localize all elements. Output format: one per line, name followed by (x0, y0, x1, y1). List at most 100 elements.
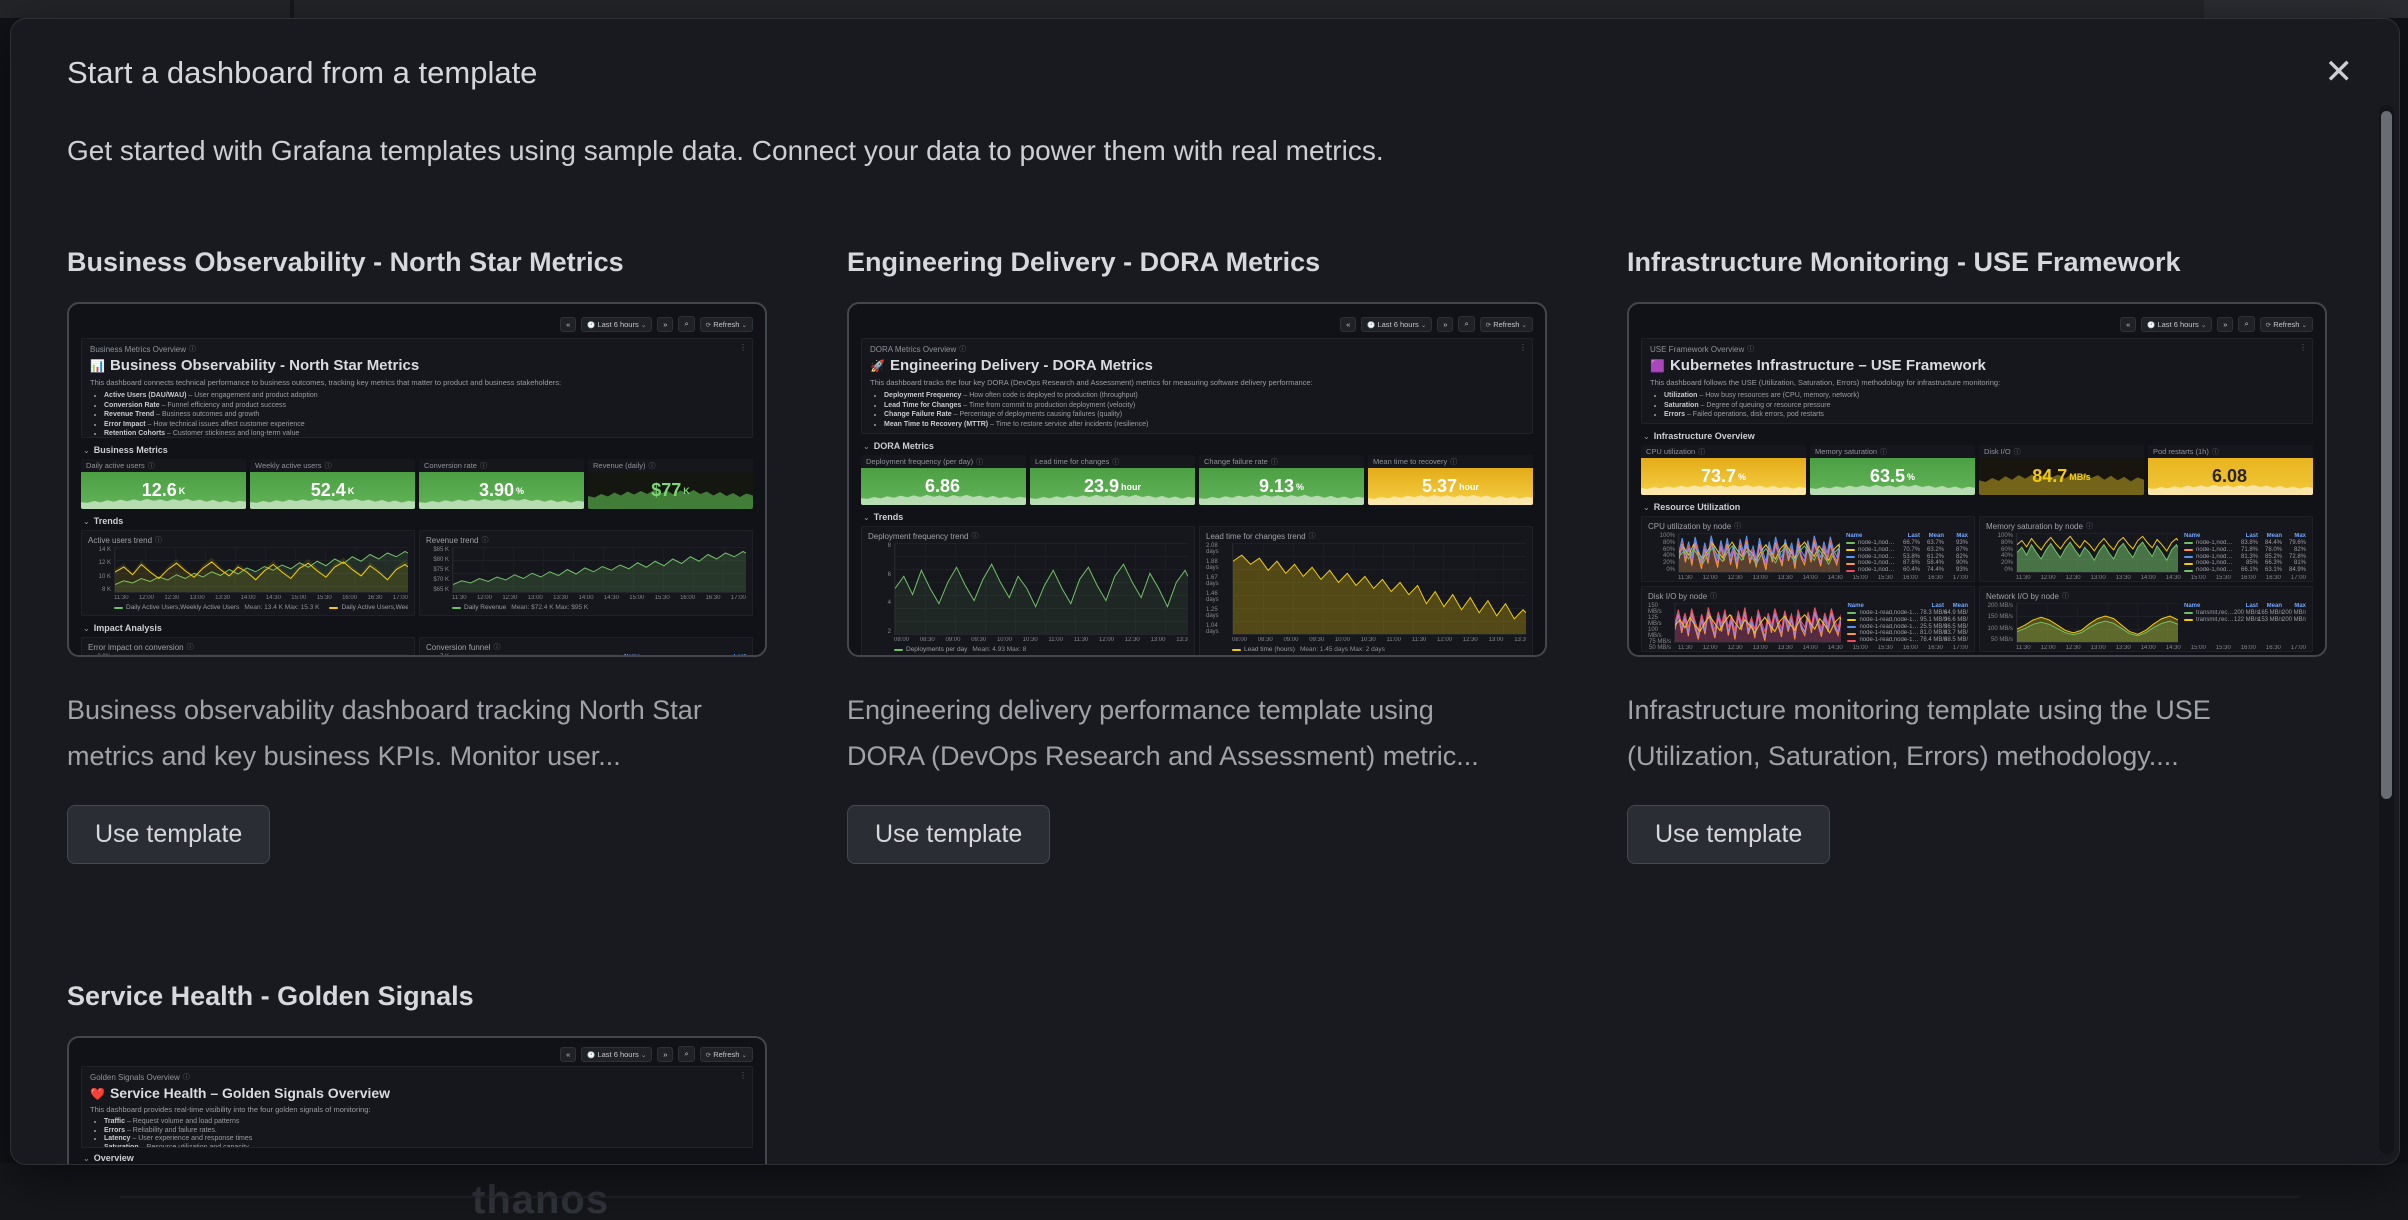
mini-section-header: ⌄ Infrastructure Overview (1643, 431, 1755, 441)
line-chart (1679, 535, 1840, 572)
info-icon: ⓘ (1710, 593, 1718, 600)
list-item: Saturation – Degree of queuing or resour… (1664, 401, 2304, 411)
card-thumbnail: « 🕐 Last 6 hours ⌄ » ⌕ ⟳ Refresh ⌄ DORA … (847, 302, 1547, 657)
mini-overview-panel: USE Framework Overview ⓘ ⋮ 🟪 Kubernetes Inf… (1641, 338, 2313, 424)
close-icon[interactable]: ✕ (2324, 53, 2354, 91)
list-item: Retention Cohorts – Customer stickiness … (104, 429, 744, 437)
line-chart (453, 654, 618, 657)
mini-dashboard-heading: ❤️ Service Health – Golden Signals Overvi… (90, 1085, 391, 1101)
stat-panel: Daily active users ⓘ 12.6 K (81, 459, 246, 509)
mini-panel-title: Business Metrics Overview (90, 344, 187, 354)
caret-down-icon: ⌄ (1420, 321, 1427, 329)
mini-zoom-in-button: » (1437, 316, 1454, 332)
mini-toolbar: « 🕐 Last 6 hours ⌄ » ⌕ ⟳ Refresh ⌄ (81, 314, 753, 334)
mini-section-header: ⌄ Trends (863, 512, 904, 522)
mini-toolbar: « 🕐 Last 6 hours ⌄ » ⌕ ⟳ Refresh ⌄ (81, 1046, 753, 1062)
info-icon: ⓘ (493, 644, 501, 651)
refresh-icon: ⟳ (705, 1051, 712, 1059)
caret-down-icon: ⌄ (741, 321, 747, 329)
mini-refresh-button: ⟳ Refresh ⌄ (2259, 316, 2313, 332)
line-chart (115, 550, 408, 592)
info-icon: ⓘ (324, 462, 332, 470)
background-divider (290, 0, 294, 18)
list-item: Traffic – Request volume and load patter… (104, 1118, 744, 1127)
mini-toolbar: « 🕐 Last 6 hours ⌄ » ⌕ ⟳ Refresh ⌄ (861, 314, 1533, 334)
info-icon: ⓘ (1308, 533, 1316, 540)
info-icon: ⓘ (1450, 458, 1458, 466)
info-icon: ⓘ (186, 644, 194, 651)
mini-section-header: ⌄ Business Metrics (83, 445, 168, 455)
info-icon: ⓘ (976, 458, 984, 466)
use-template-button[interactable]: Use template (1627, 805, 1831, 864)
mini-bullet-list: Traffic – Request volume and load patter… (90, 1118, 744, 1148)
template-row-2: Service Health - Golden Signals « 🕐 Last… (67, 981, 767, 1164)
mini-chart-row: CPU utilization by node ⓘ 100% 80% 60% 40% 20… (1641, 516, 2313, 582)
card-title: Engineering Delivery - DORA Metrics (847, 247, 1321, 277)
mini-zoom-in-button: » (2217, 316, 2234, 332)
stat-panel: Pod restarts (1h) ⓘ 6.08 (2148, 445, 2313, 495)
kebab-icon: ⋮ (2299, 343, 2307, 352)
mini-zoom-out-button: « (2120, 316, 2137, 332)
list-item: Saturation – Resource utilization and ca… (104, 1144, 744, 1148)
mini-time-range-button: 🕐 Last 6 hours ⌄ (581, 316, 653, 332)
mini-panel-title: DORA Metrics Overview (870, 344, 957, 354)
heart-emoji-icon: ❤️ (90, 1087, 105, 1101)
chevron-down-icon: ⌄ (83, 623, 90, 633)
scrollbar-thumb[interactable] (2381, 111, 2392, 799)
list-item: Deployment Frequency – How often code is… (884, 391, 1524, 401)
list-item: Errors – Failed operations, disk errors,… (1664, 410, 2304, 420)
background-line (120, 1196, 2300, 1198)
mini-bullet-list: Deployment Frequency – How often code is… (870, 391, 1524, 429)
line-chart (2017, 535, 2178, 572)
modal-title: Start a dashboard from a template (67, 55, 538, 90)
line-chart (895, 563, 1188, 634)
use-template-button[interactable]: Use template (67, 805, 271, 864)
clock-icon: 🕐 (1367, 321, 1376, 329)
info-icon: ⓘ (189, 346, 197, 353)
list-item: Error Impact – How technical issues affe… (104, 420, 744, 430)
template-card-engineering-delivery: Engineering Delivery - DORA Metrics « 🕐 … (847, 247, 1547, 864)
magnifier-icon: ⌕ (1458, 316, 1475, 332)
card-title: Service Health - Golden Signals (67, 981, 474, 1011)
modal-subtitle: Get started with Grafana templates using… (67, 135, 1384, 166)
clock-icon: 🕐 (2147, 321, 2156, 329)
mini-section-header: ⌄ Trends (83, 516, 124, 526)
chevron-down-icon: ⌄ (1643, 431, 1650, 441)
info-icon: ⓘ (481, 537, 489, 544)
caret-down-icon: ⌄ (2200, 321, 2207, 329)
template-modal: Start a dashboard from a template ✕ Get … (10, 18, 2400, 1165)
mini-chart-disk-io-by-node: Disk I/O by node ⓘ 150 MB/s 125 MB/s 100 MB… (1641, 586, 1975, 652)
mini-stat-row: Daily active users ⓘ 12.6 K Weekly active … (81, 459, 753, 509)
info-icon: ⓘ (1698, 448, 1706, 456)
kubernetes-emoji-icon: 🟪 (1650, 359, 1665, 373)
rocket-emoji-icon: 🚀 (870, 359, 885, 373)
mini-dashboard-heading: 🟪 Kubernetes Infrastructure – USE Framewo… (1650, 357, 1986, 374)
mini-time-range-button: 🕐 Last 6 hours ⌄ (581, 1046, 653, 1062)
mini-dashboard-heading: 🚀 Engineering Delivery - DORA Metrics (870, 357, 1153, 374)
list-item: Conversion Rate – Funnel efficiency and … (104, 401, 744, 411)
list-item: Mean Time to Recovery (MTTR) – Time to r… (884, 420, 1524, 430)
background-page-top (0, 0, 2408, 18)
mini-panel-title: USE Framework Overview (1650, 344, 1745, 354)
chevron-down-icon: ⌄ (83, 1153, 90, 1163)
line-chart (1675, 607, 1842, 642)
use-template-button[interactable]: Use template (847, 805, 1051, 864)
mini-refresh-button: ⟳ Refresh ⌄ (699, 316, 753, 332)
mini-section-header: ⌄ Impact Analysis (83, 623, 162, 633)
card-thumbnail: « 🕐 Last 6 hours ⌄ » ⌕ ⟳ Refresh ⌄ Golde… (67, 1036, 767, 1164)
line-chart (453, 550, 746, 592)
mini-refresh-button: ⟳ Refresh ⌄ (1479, 316, 1533, 332)
mini-chart-row: Disk I/O by node ⓘ 150 MB/s 125 MB/s 100 MB… (1641, 586, 2313, 652)
info-icon: ⓘ (648, 462, 656, 470)
mini-chart-cpu-by-node: CPU utilization by node ⓘ 100% 80% 60% 40% 20… (1641, 516, 1975, 582)
mini-section-header: ⌄ DORA Metrics (863, 441, 934, 451)
